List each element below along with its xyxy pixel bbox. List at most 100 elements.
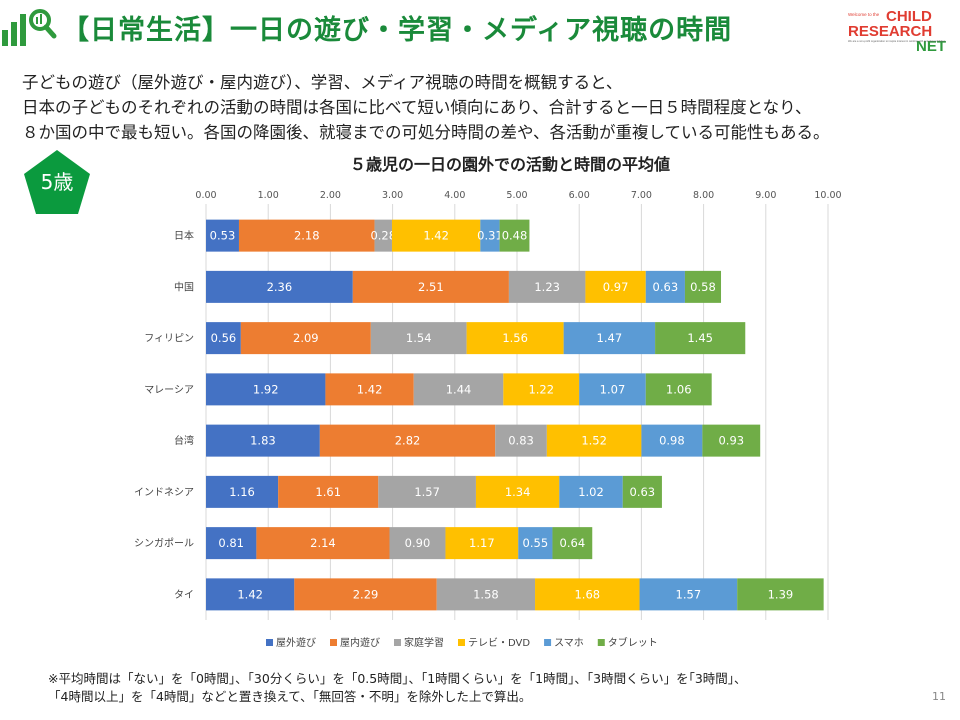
bar-segment [639,578,738,611]
data-label: 1.07 [600,382,626,396]
bar-segment [206,373,326,406]
data-label: 1.57 [676,587,702,601]
legend-label: スマホ [554,637,584,649]
x-tick-label: 0.00 [195,190,216,201]
data-label: 1.92 [253,382,279,396]
child-research-net-logo: Welcome to the CHILD RESEARCH NET We are… [848,8,946,54]
data-label: 1.42 [237,587,263,601]
bar-segment [238,219,375,252]
data-label: 0.55 [523,536,549,550]
data-label: 0.48 [502,229,528,243]
legend-swatch [330,639,337,646]
data-label: 1.68 [574,587,600,601]
bar-segment [645,373,712,406]
legend-swatch [458,639,465,646]
intro-line-1: 子どもの遊び（屋外遊び・屋内遊び）、学習、メディア視聴の時間を概観すると、 [22,73,623,92]
bar-segment [319,424,496,457]
data-label: 0.81 [218,536,244,550]
brand-tagline: Welcome to the [848,12,880,17]
bar-segment [702,424,761,457]
legend-swatch [544,639,552,646]
data-label: 0.64 [560,536,586,550]
bar-segment [499,219,530,252]
data-label: 1.83 [250,434,276,448]
bar-segment [495,424,547,457]
data-label: 1.39 [768,587,794,601]
legend-swatch [266,639,273,646]
data-label: 2.82 [395,434,421,448]
bar-segment [655,322,746,355]
bar-segment [240,322,371,355]
bar-segment [480,219,500,252]
bar-segment [445,527,519,560]
bar-segment [206,475,279,508]
bar-segment [278,475,379,508]
pentagon-shape [24,150,90,214]
data-label: 1.06 [666,382,692,396]
intro-line-3: ８か国の中で最も短い。各国の降園後、就寝までの可処分時間の差や、各活動が重複して… [22,123,830,142]
category-label: タイ [174,589,194,601]
footnote: ※平均時間は「ない」を「0時間」、「30分くらい」を「0.5時間」、「1時間くら… [48,670,928,706]
intro-line-2: 日本の子どものそれぞれの活動の時間は各国に比べて短い傾向にあり、合計すると一日５… [22,98,812,117]
age-badge: 5歳 [22,148,92,216]
data-label: 1.47 [597,331,623,345]
data-label: 1.22 [528,382,554,396]
brand-child: CHILD [886,8,932,25]
bar-segment [503,373,580,406]
category-label: 日本 [174,229,194,242]
bar-segment [389,527,446,560]
bar-segment [374,219,392,252]
data-label: 0.63 [630,485,656,499]
bar-segment [737,578,824,611]
bar-segment [413,373,504,406]
footnote-line-2: 「4時間以上」を「4時間」などと置き換えて、「無回答・不明」を除外した上で算出。 [48,689,532,704]
x-tick-label: 6.00 [569,190,590,201]
bar-segment [579,373,646,406]
legend-label: 屋外遊び [276,636,316,649]
data-label: 2.18 [294,229,320,243]
brand-net: NET [916,38,946,54]
data-label: 1.34 [505,485,531,499]
bar-segment [546,424,642,457]
data-label: 1.45 [687,331,713,345]
legend-label: テレビ・DVD [468,637,530,649]
data-label: 1.56 [502,331,528,345]
bar-segment [552,527,593,560]
page-title: 【日常生活】一日の遊び・学習・メディア視聴の時間 [62,15,733,46]
data-label: 1.23 [534,280,560,294]
bar-segment [684,270,722,303]
data-label: 0.63 [653,280,679,294]
bar-segment [641,424,703,457]
data-label: 0.98 [659,434,685,448]
x-tick-label: 2.00 [320,190,341,201]
data-label: 1.58 [473,587,499,601]
data-label: 1.52 [581,434,607,448]
bar-segment [391,219,481,252]
bar-segment [294,578,437,611]
category-label: マレーシア [144,385,194,396]
bar-segment [559,475,623,508]
bar-segment [585,270,646,303]
x-tick-label: 8.00 [693,190,714,201]
data-label: 2.51 [418,280,444,294]
data-label: 0.28 [370,229,396,243]
chart-title: ５歳児の一日の園外での活動と時間の平均値 [350,155,670,174]
x-tick-label: 4.00 [444,190,465,201]
page-number: 11 [932,690,946,703]
data-label: 0.53 [210,229,236,243]
bar-segment [370,322,467,355]
data-label: 1.17 [469,536,495,550]
data-label: 0.93 [718,434,744,448]
x-tick-label: 5.00 [506,190,527,201]
category-label: 中国 [174,280,194,293]
bar-segment [206,578,295,611]
legend-swatch [597,639,605,646]
bar-segment [622,475,662,508]
data-label: 0.56 [211,331,237,345]
legend-label: 家庭学習 [404,636,444,649]
bar-segment [325,373,414,406]
header: 【日常生活】一日の遊び・学習・メディア視聴の時間 Welcome to the … [0,0,960,60]
intro-text: 子どもの遊び（屋外遊び・屋内遊び）、学習、メディア視聴の時間を概観すると、 日本… [22,70,942,145]
data-label: 1.61 [315,485,341,499]
bar-segment [436,578,536,611]
